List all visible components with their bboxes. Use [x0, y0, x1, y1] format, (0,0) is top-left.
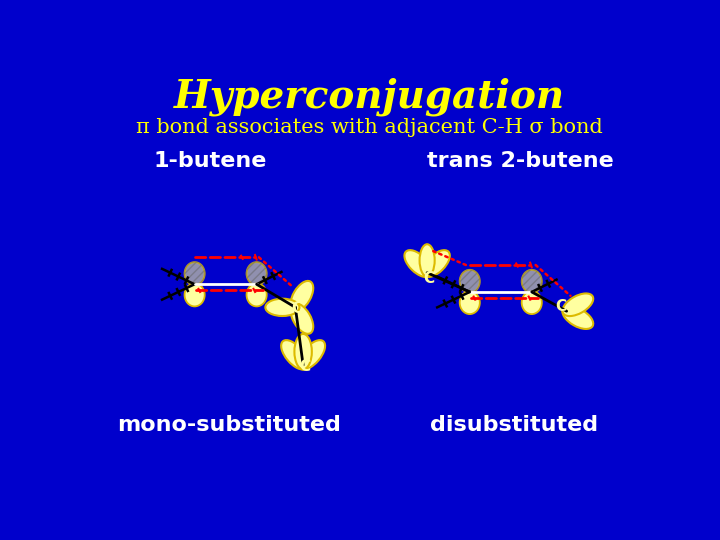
Ellipse shape	[423, 250, 450, 277]
Ellipse shape	[299, 340, 325, 369]
Text: trans 2-butene: trans 2-butene	[427, 151, 613, 171]
Text: Hyperconjugation: Hyperconjugation	[174, 78, 564, 117]
Ellipse shape	[281, 340, 307, 369]
Text: C: C	[423, 272, 434, 286]
Text: C: C	[555, 299, 566, 314]
Ellipse shape	[562, 293, 593, 316]
Ellipse shape	[522, 270, 542, 293]
Ellipse shape	[522, 291, 542, 314]
Ellipse shape	[184, 262, 204, 285]
Text: C: C	[292, 301, 302, 316]
Text: 1-butene: 1-butene	[153, 151, 267, 171]
Ellipse shape	[405, 250, 431, 277]
Ellipse shape	[266, 299, 300, 316]
Ellipse shape	[290, 303, 313, 334]
Text: π bond associates with adjacent C-H σ bond: π bond associates with adjacent C-H σ bo…	[135, 118, 603, 138]
Ellipse shape	[246, 262, 266, 285]
Ellipse shape	[294, 334, 312, 369]
Ellipse shape	[459, 291, 480, 314]
Ellipse shape	[562, 306, 593, 329]
Ellipse shape	[184, 284, 204, 306]
Text: mono-substituted: mono-substituted	[117, 415, 341, 435]
Text: disubstituted: disubstituted	[430, 415, 598, 435]
Ellipse shape	[246, 284, 266, 306]
Ellipse shape	[420, 244, 435, 276]
Text: C: C	[299, 359, 310, 374]
Ellipse shape	[459, 270, 480, 293]
Ellipse shape	[290, 281, 313, 312]
